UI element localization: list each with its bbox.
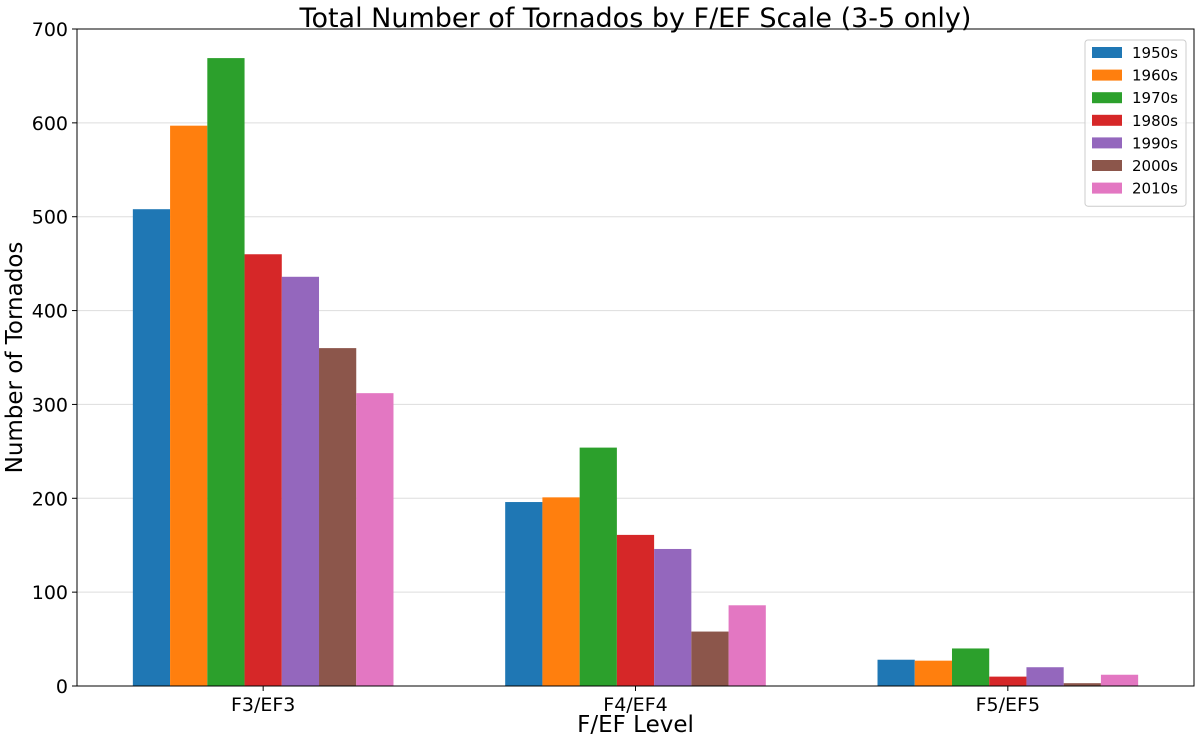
legend-swatch — [1092, 182, 1122, 194]
bar-1990s-f5-ef5 — [1026, 667, 1064, 686]
bar-2010s-f3-ef3 — [356, 393, 394, 686]
bar-1950s-f4-ef4 — [505, 502, 543, 686]
legend-swatch — [1092, 92, 1122, 104]
y-tick-label: 700 — [32, 19, 68, 41]
bar-1980s-f4-ef4 — [616, 534, 655, 686]
bar-2000s-f3-ef3 — [319, 348, 357, 686]
legend-label: 1970s — [1132, 89, 1178, 107]
legend-swatch — [1092, 69, 1122, 81]
y-tick-label: 200 — [32, 488, 68, 510]
x-axis-label: F/EF Level — [577, 712, 694, 738]
legend-label: 1950s — [1132, 44, 1178, 62]
legend-swatch — [1092, 114, 1122, 126]
x-axis-ticks: F3/EF3 F4/EF4 F5/EF5 — [231, 686, 1040, 716]
bar-1970s-f4-ef4 — [579, 447, 617, 686]
bar-2000s-f5-ef5 — [1063, 683, 1101, 686]
y-axis-ticks: 0 100 200 300 400 500 600 700 — [32, 19, 77, 698]
x-tick-label: F4/EF4 — [603, 694, 667, 716]
bar-1970s-f3-ef3 — [207, 58, 245, 687]
bar-1990s-f3-ef3 — [281, 276, 320, 686]
bar-2010s-f5-ef5 — [1100, 674, 1139, 686]
x-tick-label: F3/EF3 — [231, 694, 295, 716]
bar-1960s-f5-ef5 — [914, 660, 952, 686]
bar-1980s-f5-ef5 — [989, 676, 1027, 686]
chart-title: Total Number of Tornados by F/EF Scale (… — [299, 3, 972, 34]
y-tick-label: 400 — [32, 301, 68, 323]
bars — [132, 58, 1139, 687]
bar-1990s-f4-ef4 — [654, 548, 692, 686]
legend-label: 2010s — [1132, 180, 1178, 198]
legend-swatch — [1092, 47, 1122, 58]
legend-swatch — [1092, 160, 1122, 171]
bar-1950s-f5-ef5 — [877, 659, 915, 686]
y-tick-label: 0 — [56, 676, 68, 698]
bar-2010s-f4-ef4 — [728, 605, 766, 686]
bar-1960s-f3-ef3 — [170, 125, 208, 687]
legend-label: 1980s — [1132, 112, 1178, 130]
bar-1950s-f3-ef3 — [132, 209, 171, 686]
legend-label: 1990s — [1132, 134, 1178, 152]
x-tick-label: F5/EF5 — [976, 694, 1040, 716]
y-tick-label: 300 — [32, 394, 68, 416]
bar-1960s-f4-ef4 — [542, 497, 580, 686]
bar-1980s-f3-ef3 — [244, 254, 282, 686]
legend-label: 2000s — [1132, 157, 1178, 175]
y-tick-label: 600 — [32, 113, 68, 135]
y-axis-label: Number of Tornados — [2, 242, 28, 474]
y-tick-label: 500 — [32, 207, 68, 229]
bar-2000s-f4-ef4 — [691, 631, 729, 686]
bar-1970s-f5-ef5 — [951, 648, 990, 686]
legend: 1950s 1960s 1970s 1980s 1990s 2000s 2010s — [1084, 39, 1187, 207]
y-tick-label: 100 — [32, 582, 68, 604]
legend-swatch — [1092, 137, 1122, 149]
legend-label: 1960s — [1132, 67, 1178, 85]
